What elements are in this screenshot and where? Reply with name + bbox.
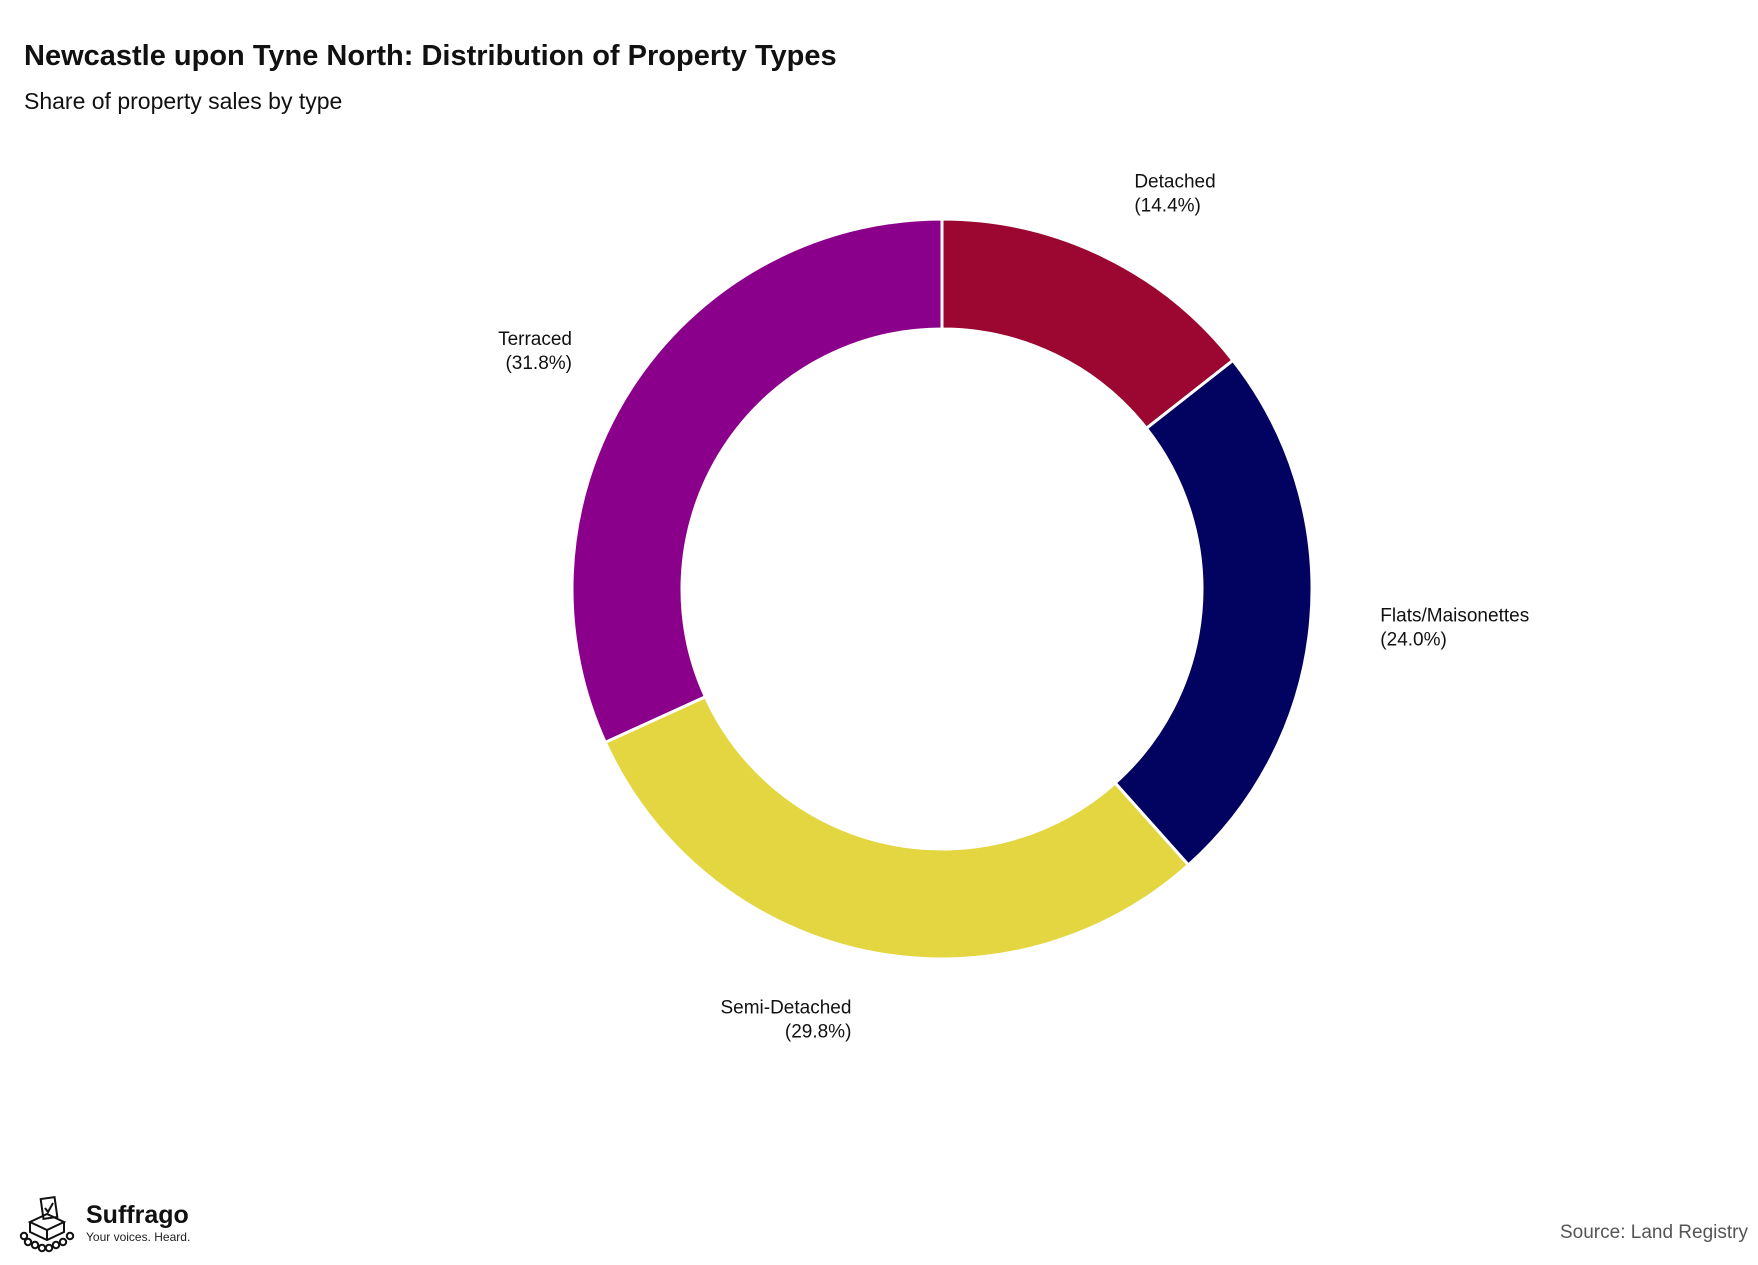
slice-terraced	[570, 217, 944, 745]
ballot-box-icon	[19, 1195, 75, 1253]
slice-label-terraced: Terraced (31.8%)	[498, 329, 572, 374]
brand-tagline: Your voices. Heard.	[86, 1230, 191, 1244]
brand-name: Suffrago	[86, 1201, 189, 1229]
slice-label-flats-maisonettes: Flats/Maisonettes (24.0%)	[1380, 606, 1529, 651]
source-note: Source: Land Registry	[1560, 1222, 1748, 1243]
brand-logo: Suffrago Your voices. Heard.	[16, 1192, 190, 1254]
slice-label-semi-detached: Semi-Detached (29.8%)	[720, 998, 851, 1043]
slice-flats-maisonettes	[1113, 358, 1314, 868]
slice-semi-detached	[603, 694, 1191, 961]
chart-title: Newcastle upon Tyne North: Distribution …	[24, 40, 837, 72]
chart-subtitle: Share of property sales by type	[24, 88, 343, 114]
slice-label-detached: Detached (14.4%)	[1134, 171, 1215, 216]
